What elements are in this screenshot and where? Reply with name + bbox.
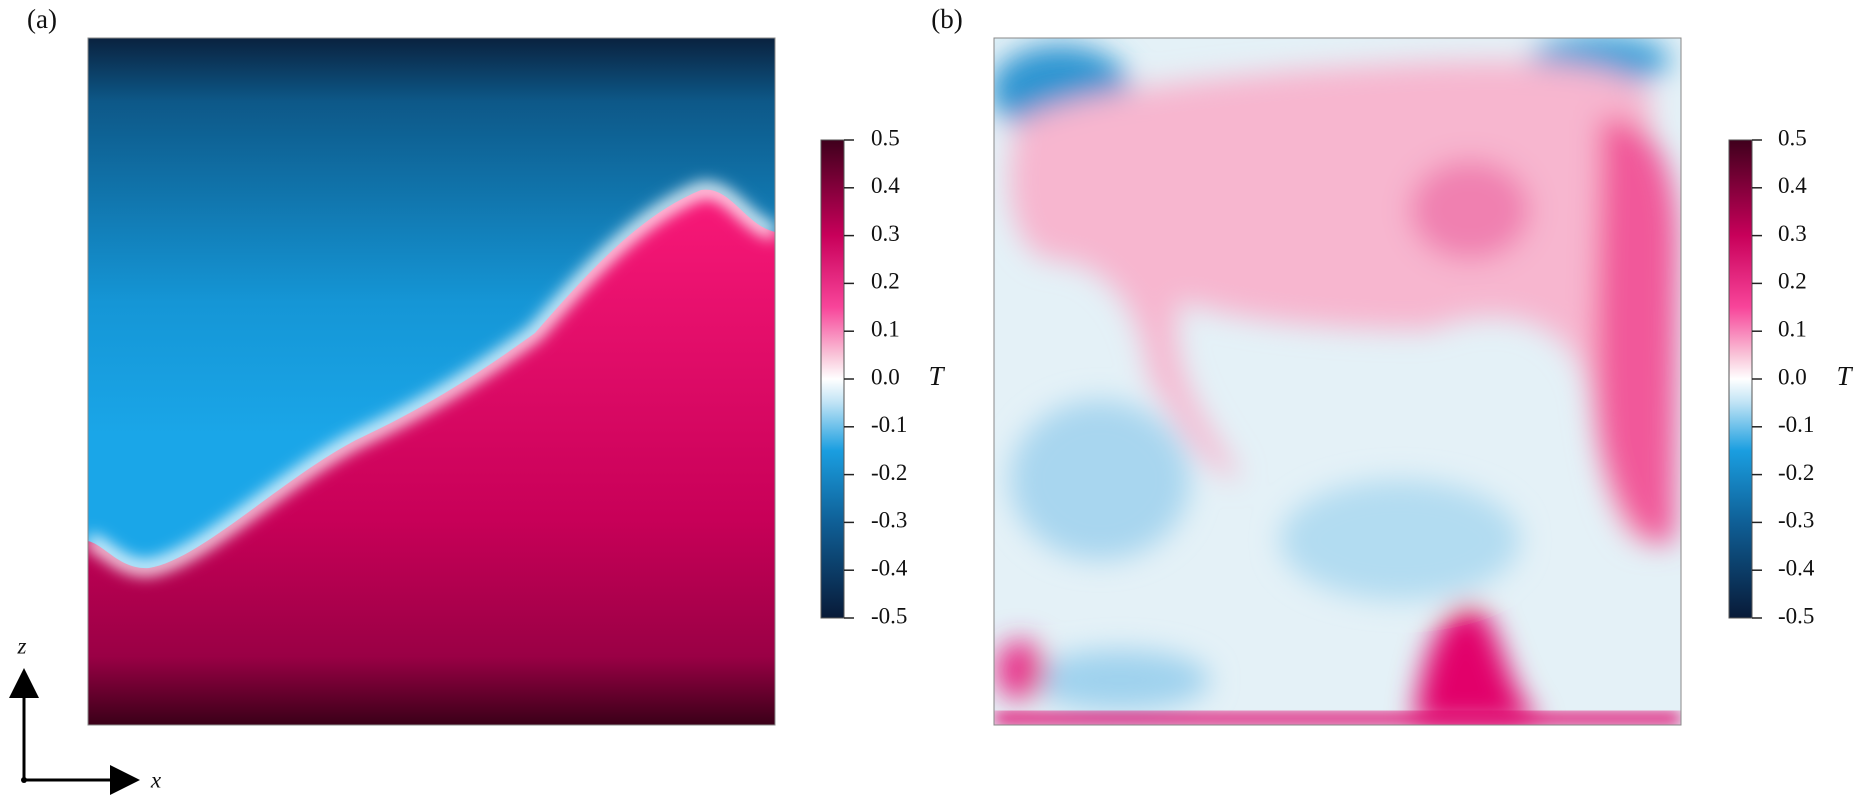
colorbar-tick-label: 0.1 — [871, 316, 900, 341]
colorbar-title: T — [1836, 361, 1853, 391]
colorbar-tick-label: -0.4 — [871, 555, 908, 580]
panel-label: (a) — [27, 4, 57, 34]
colorbar-tick-label: -0.5 — [871, 603, 907, 628]
colorbar-tick-label: 0.2 — [871, 269, 900, 294]
colorbar — [1728, 139, 1753, 619]
colorbar-tick-label: -0.3 — [871, 508, 907, 533]
colorbar-tick-label: -0.1 — [1778, 412, 1814, 437]
colorbar — [820, 139, 845, 619]
origin — [21, 777, 27, 783]
colorbar-tick-label: 0.5 — [871, 125, 900, 150]
colorbar-tick-label: 0.4 — [871, 173, 900, 198]
colorbar-tick-label: 0.4 — [1778, 173, 1807, 198]
colorbar-tick-label: -0.1 — [871, 412, 907, 437]
z-label: z — [17, 633, 27, 658]
panel-label: (b) — [931, 4, 962, 34]
colorbar-tick-label: 0.2 — [1778, 269, 1807, 294]
x-label: x — [150, 767, 162, 792]
colorbar-tick-label: -0.2 — [1778, 460, 1814, 485]
colorbar-tick-label: 0.0 — [1778, 364, 1807, 389]
colorbar-tick-label: 0.1 — [1778, 316, 1807, 341]
frame-b — [993, 37, 1682, 726]
colorbar-tick-label: 0.3 — [871, 221, 900, 246]
colorbar-tick-label: 0.0 — [871, 364, 900, 389]
colorbar-tick-label: 0.3 — [1778, 221, 1807, 246]
colorbar-tick-label: -0.3 — [1778, 508, 1814, 533]
colorbar-tick-label: -0.5 — [1778, 603, 1814, 628]
field-b — [994, 38, 1681, 725]
colorbar-tick-label: -0.2 — [871, 460, 907, 485]
colorbar-tick-label: 0.5 — [1778, 125, 1807, 150]
field-a — [88, 38, 775, 725]
colorbar-tick-label: -0.4 — [1778, 555, 1815, 580]
colorbar-title: T — [928, 361, 945, 391]
frame-a — [87, 37, 776, 726]
